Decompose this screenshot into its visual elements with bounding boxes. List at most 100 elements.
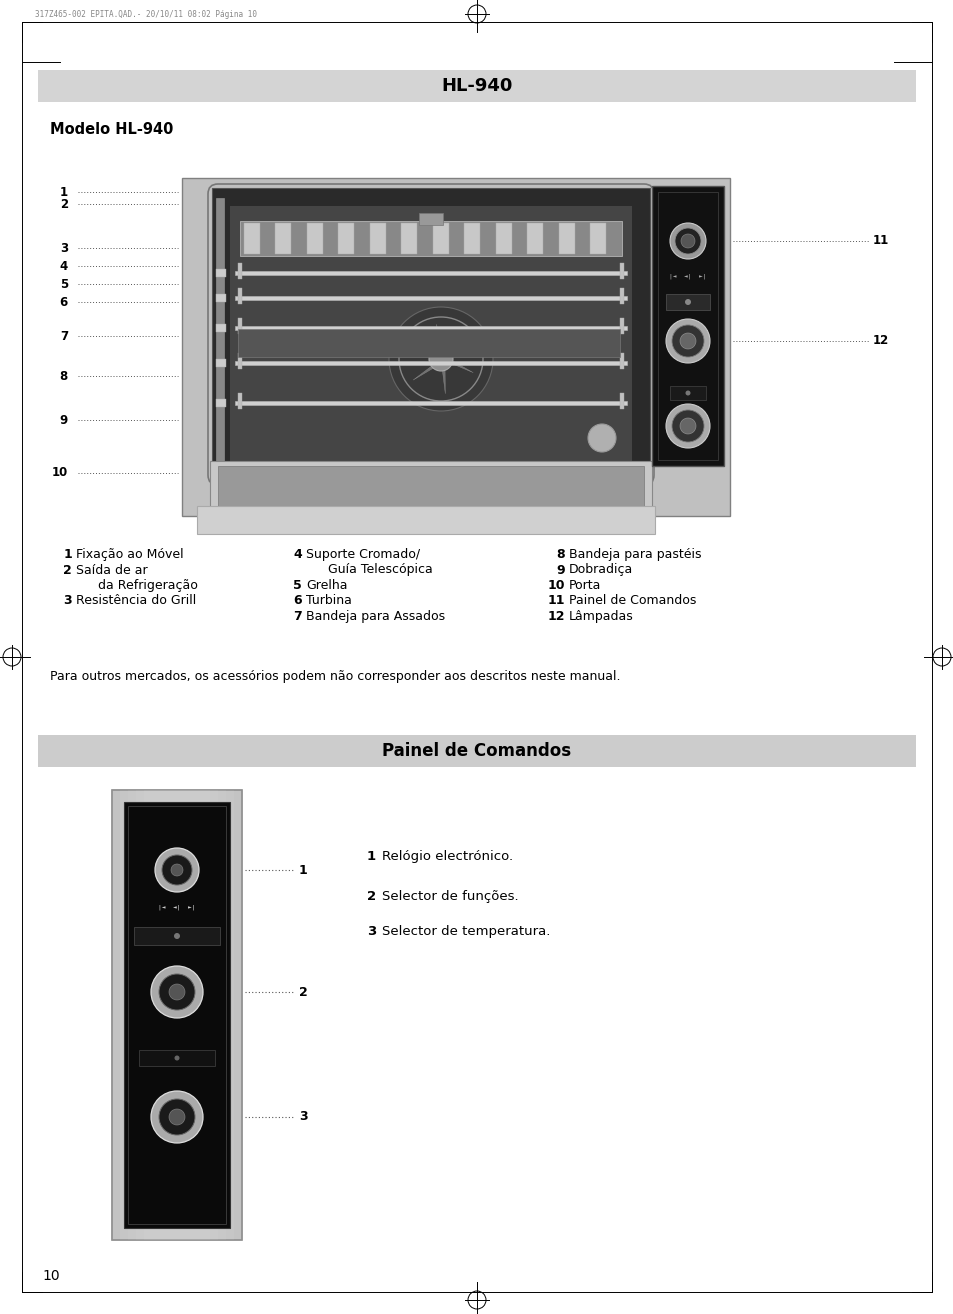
Text: 11: 11 xyxy=(547,594,564,607)
Text: Fixação ao Móvel: Fixação ao Móvel xyxy=(76,548,183,561)
Text: |◄  ◄|  ►|: |◄ ◄| ►| xyxy=(669,273,706,279)
Bar xyxy=(237,263,242,279)
Bar xyxy=(370,223,386,254)
Text: 12: 12 xyxy=(872,335,888,347)
Text: 1: 1 xyxy=(60,185,68,198)
Polygon shape xyxy=(436,325,440,359)
Bar xyxy=(619,393,623,409)
Circle shape xyxy=(162,855,192,886)
Text: 2: 2 xyxy=(298,986,308,999)
Text: Para outros mercados, os acessórios podem não corresponder aos descritos neste m: Para outros mercados, os acessórios pode… xyxy=(50,670,619,683)
Text: 4: 4 xyxy=(60,259,68,272)
Text: Turbina: Turbina xyxy=(306,594,352,607)
Polygon shape xyxy=(440,359,445,394)
Bar xyxy=(182,177,729,516)
Circle shape xyxy=(154,848,199,892)
Text: 3: 3 xyxy=(366,925,375,938)
Circle shape xyxy=(171,865,183,876)
Bar xyxy=(669,386,705,399)
Bar xyxy=(215,198,224,470)
Bar xyxy=(212,188,649,481)
Text: 10: 10 xyxy=(51,466,68,480)
Bar xyxy=(244,223,260,254)
Circle shape xyxy=(159,974,194,1010)
Bar xyxy=(237,393,242,409)
Text: Suporte Cromado/: Suporte Cromado/ xyxy=(306,548,419,561)
Text: Selector de temperatura.: Selector de temperatura. xyxy=(381,925,550,938)
Circle shape xyxy=(169,984,185,1000)
Text: HL-940: HL-940 xyxy=(441,78,512,95)
Text: da Refrigeração: da Refrigeração xyxy=(90,579,197,593)
Circle shape xyxy=(679,332,696,350)
Bar xyxy=(215,359,226,367)
Text: Grelha: Grelha xyxy=(306,579,347,593)
Text: 10: 10 xyxy=(547,579,564,593)
Text: Saída de ar: Saída de ar xyxy=(76,564,148,577)
Text: 9: 9 xyxy=(556,564,564,577)
Circle shape xyxy=(151,1091,203,1143)
Text: Modelo HL-940: Modelo HL-940 xyxy=(50,122,173,137)
Bar xyxy=(400,223,416,254)
Bar xyxy=(112,790,242,1240)
Bar xyxy=(400,509,460,514)
Bar xyxy=(128,790,226,1240)
Bar xyxy=(133,926,220,945)
Bar xyxy=(210,461,651,516)
Text: 12: 12 xyxy=(547,610,564,623)
Bar xyxy=(234,401,626,405)
Bar xyxy=(215,269,226,277)
Bar xyxy=(215,325,226,332)
Circle shape xyxy=(675,229,700,254)
Bar xyxy=(274,223,291,254)
Bar xyxy=(307,223,323,254)
Bar xyxy=(619,288,623,304)
Bar xyxy=(215,399,226,407)
Text: Lâmpadas: Lâmpadas xyxy=(568,610,633,623)
Bar xyxy=(589,223,605,254)
Text: 7: 7 xyxy=(293,610,302,623)
Bar xyxy=(218,466,643,506)
Text: |◄  ◄|  ►|: |◄ ◄| ►| xyxy=(158,904,195,909)
Polygon shape xyxy=(413,359,440,380)
Text: 10: 10 xyxy=(42,1269,59,1282)
Text: 3: 3 xyxy=(63,594,71,607)
Bar xyxy=(234,271,626,275)
Bar xyxy=(240,221,621,256)
Bar xyxy=(526,223,542,254)
Text: 2: 2 xyxy=(60,197,68,210)
Text: Relógio electrónico.: Relógio electrónico. xyxy=(381,850,513,863)
Text: Painel de Comandos: Painel de Comandos xyxy=(382,742,571,759)
Bar xyxy=(237,318,242,334)
Circle shape xyxy=(669,223,705,259)
Circle shape xyxy=(169,1109,185,1125)
Circle shape xyxy=(680,234,695,248)
Bar xyxy=(139,1050,214,1066)
Text: Porta: Porta xyxy=(568,579,600,593)
Bar xyxy=(128,805,226,1225)
Text: Dobradiça: Dobradiça xyxy=(568,564,633,577)
Bar xyxy=(337,223,354,254)
Bar xyxy=(196,506,655,533)
Polygon shape xyxy=(440,338,469,359)
Text: 1: 1 xyxy=(298,863,308,876)
Bar xyxy=(237,328,619,357)
Circle shape xyxy=(429,347,453,371)
Text: 8: 8 xyxy=(556,548,564,561)
Text: 2: 2 xyxy=(367,890,375,903)
Text: 3: 3 xyxy=(298,1110,307,1123)
Bar xyxy=(558,223,575,254)
Text: Painel de Comandos: Painel de Comandos xyxy=(568,594,696,607)
Bar xyxy=(619,263,623,279)
Circle shape xyxy=(671,325,703,357)
Text: 9: 9 xyxy=(60,414,68,427)
Bar xyxy=(230,206,631,463)
Bar xyxy=(38,70,915,102)
Bar xyxy=(237,353,242,369)
Bar xyxy=(234,296,626,300)
Text: 3: 3 xyxy=(60,242,68,255)
Bar xyxy=(234,326,626,330)
Circle shape xyxy=(665,403,709,448)
Bar xyxy=(136,790,218,1240)
Bar xyxy=(237,288,242,304)
Circle shape xyxy=(679,418,696,434)
